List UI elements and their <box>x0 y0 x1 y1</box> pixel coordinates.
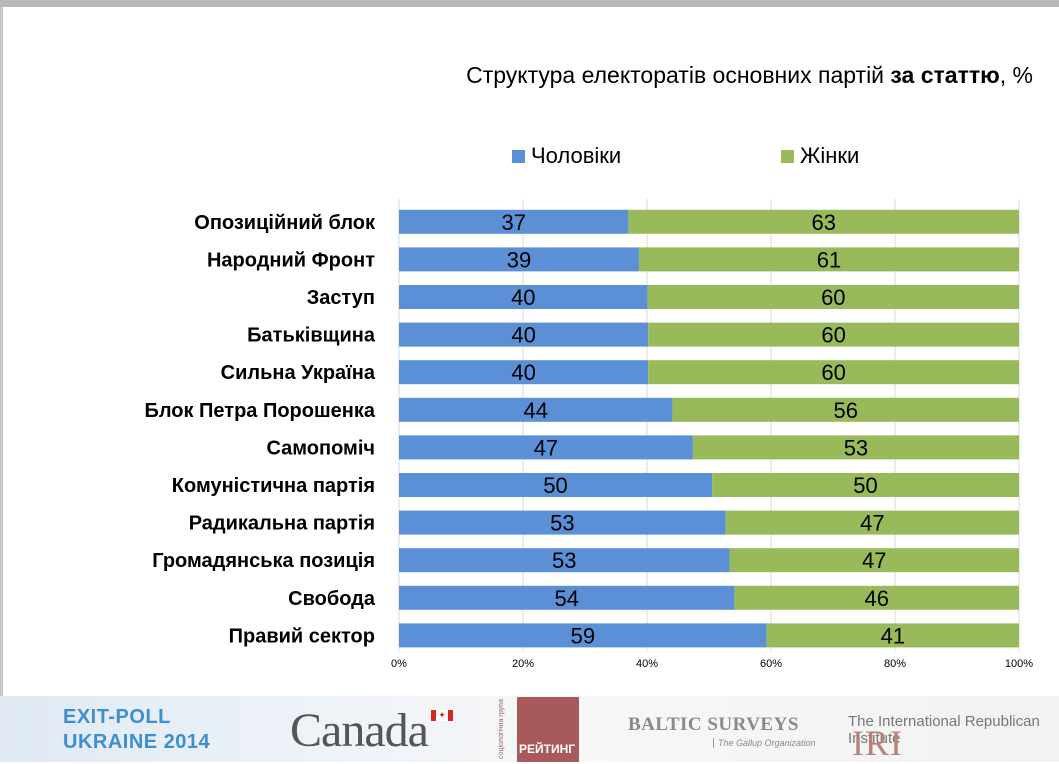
data-label-women: 61 <box>817 247 841 272</box>
exit-poll-logo-line2: UKRAINE 2014 <box>63 731 211 753</box>
canada-logo: Canada <box>290 704 429 757</box>
data-label-men: 47 <box>534 435 558 460</box>
rating-vertical-caption: соціологічна група <box>498 699 505 760</box>
bar-women <box>734 585 1019 610</box>
bar-women <box>628 209 1019 234</box>
data-label-women: 56 <box>833 398 857 423</box>
data-label-men: 54 <box>554 586 578 611</box>
chart-title-bold: за статтю <box>890 62 1000 88</box>
legend-women: Жінки <box>781 143 859 169</box>
category-label: Радикальна партія <box>189 513 375 535</box>
bar-women <box>647 285 1019 309</box>
category-label: Сильна Україна <box>221 362 376 384</box>
category-label: Опозиційний блок <box>194 212 376 234</box>
iri-name: The International Republican Institute <box>848 713 1040 747</box>
data-label-men: 59 <box>571 623 595 648</box>
x-tick-label: 40% <box>636 658 658 670</box>
category-label: Блок Петра Порошенка <box>144 400 375 422</box>
window-left-border <box>0 7 3 762</box>
bar-men <box>399 285 648 309</box>
data-label-men: 53 <box>552 548 576 573</box>
x-tick-label: 80% <box>884 658 906 670</box>
bar-men <box>399 510 726 535</box>
data-label-women: 41 <box>881 623 905 648</box>
category-label: Самопоміч <box>266 437 375 459</box>
bar-men <box>399 473 713 497</box>
data-label-men: 50 <box>543 473 567 498</box>
data-label-women: 63 <box>811 210 835 235</box>
data-label-women: 60 <box>821 323 845 348</box>
data-label-women: 60 <box>821 360 845 385</box>
data-label-women: 60 <box>821 285 845 310</box>
x-tick-label: 0% <box>391 658 407 670</box>
bar-men <box>399 209 629 234</box>
gallup-caption: The Gallup Organization <box>713 738 816 748</box>
exit-poll-logo-line1: EXIT-POLL <box>63 706 171 728</box>
category-label: Народний Фронт <box>207 249 375 271</box>
canada-flag-icon: ✦ <box>431 710 453 721</box>
x-tick-label: 60% <box>760 658 782 670</box>
bar-women <box>648 322 1019 347</box>
rating-logo-text: РЕЙТИНГ <box>519 742 576 756</box>
category-label: Правий сектор <box>229 625 375 647</box>
baltic-surveys-logo: BALTIC SURVEYS <box>628 714 799 735</box>
category-label: Комуністична партія <box>172 475 375 497</box>
bar-women <box>648 360 1019 385</box>
bar-women <box>638 247 1019 272</box>
iri-logo: IRI <box>852 723 903 763</box>
window-top-border <box>0 0 1059 7</box>
data-label-men: 39 <box>507 247 531 272</box>
category-label: Заступ <box>307 287 375 309</box>
bar-men <box>399 585 735 610</box>
data-label-men: 40 <box>511 323 535 348</box>
category-label: Громадянська позиція <box>152 550 375 572</box>
bar-men <box>399 435 693 460</box>
bar-men <box>399 623 767 648</box>
bar-women <box>725 510 1019 535</box>
category-label: Батьківщина <box>247 325 376 347</box>
chart-title: Структура електоратів основних партій за… <box>0 62 1033 89</box>
legend-swatch-men <box>512 150 525 163</box>
data-label-men: 40 <box>511 285 535 310</box>
legend-swatch-women <box>781 150 794 163</box>
legend-men: Чоловіки <box>512 143 621 169</box>
data-label-men: 44 <box>523 398 547 423</box>
x-tick-label: 20% <box>512 658 534 670</box>
data-label-women: 47 <box>862 548 886 573</box>
data-label-men: 53 <box>550 511 574 536</box>
legend-label-men: Чоловіки <box>531 143 622 168</box>
data-label-women: 50 <box>853 473 877 498</box>
legend-label-women: Жінки <box>800 143 860 168</box>
bar-men <box>399 360 649 385</box>
x-tick-label: 100% <box>1005 658 1033 670</box>
rating-logo-block <box>517 697 579 762</box>
bar-women <box>692 435 1019 460</box>
bar-women <box>766 623 1019 648</box>
data-label-men: 40 <box>511 360 535 385</box>
bar-men <box>399 397 673 422</box>
chart-title-suffix: , % <box>999 62 1033 88</box>
bar-men <box>399 548 730 573</box>
data-label-women: 53 <box>844 435 868 460</box>
bar-women <box>729 548 1019 573</box>
data-label-women: 46 <box>864 586 888 611</box>
data-label-men: 37 <box>501 210 525 235</box>
bar-men <box>399 322 649 347</box>
chart-title-prefix: Структура електоратів основних партій <box>466 62 891 88</box>
data-label-women: 47 <box>860 511 884 536</box>
bar-men <box>399 247 639 272</box>
bar-women <box>672 397 1019 422</box>
category-label: Свобода <box>288 588 376 610</box>
stacked-bar-chart: 0% 20% 40% 60% 80% 100% 37 63 Опозиційний блок 39… <box>144 199 1033 670</box>
bar-women <box>712 473 1019 497</box>
